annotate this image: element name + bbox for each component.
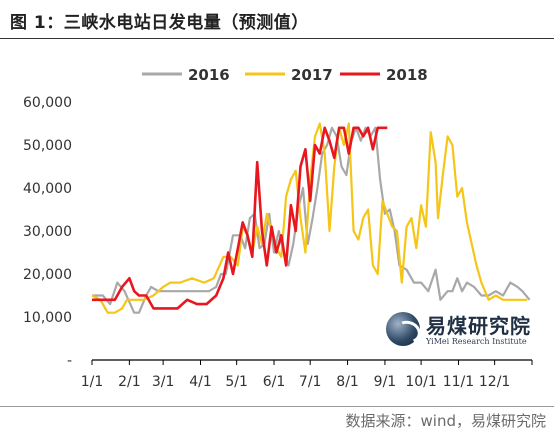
y-tick-label: 50,000 (23, 138, 72, 154)
x-tick-label: 6/1 (263, 374, 286, 390)
x-tick-label: 1/1 (81, 374, 104, 390)
line-chart: - 10,000 20,000 30,000 40,000 50,000 60,000 1/1… (23, 66, 533, 390)
x-tick-label: 10/1 (405, 374, 436, 390)
logo-name-cn: 易煤研究院 (426, 314, 531, 338)
x-tick-label: 11/1 (443, 374, 474, 390)
logo-name-en: YiMei Research Institute (426, 337, 527, 346)
series-line-2017 (91, 122, 528, 314)
x-tick-label: 2/1 (118, 374, 141, 390)
y-tick-label: 60,000 (23, 95, 72, 111)
x-tick-label: 7/1 (299, 374, 322, 390)
y-tick-label: - (67, 353, 72, 369)
x-tick-label: 12/1 (479, 374, 510, 390)
y-tick-label: 20,000 (23, 267, 72, 283)
legend-label-2017: 2017 (291, 66, 333, 84)
y-tick-label: 30,000 (23, 224, 72, 240)
x-tick-label: 5/1 (225, 374, 248, 390)
title-divider (0, 38, 554, 39)
x-tick-label: 8/1 (336, 374, 359, 390)
y-tick-label: 40,000 (23, 181, 72, 197)
legend-label-2016: 2016 (188, 66, 230, 84)
series-line-2018 (92, 126, 388, 310)
legend-label-2018: 2018 (386, 66, 428, 84)
data-source: 数据来源：wind，易煤研究院 (345, 412, 546, 430)
page-title: 图 1：三峡水电站日发电量（预测值） (10, 13, 309, 33)
footer-divider (0, 406, 554, 407)
yimei-logo: 易煤研究院 YiMei Research Institute (386, 308, 536, 352)
x-tick-label: 3/1 (152, 374, 175, 390)
yimei-logo-icon (386, 312, 420, 346)
series-line-2016 (92, 126, 531, 314)
x-tick-label: 4/1 (189, 374, 212, 390)
y-tick-label: 10,000 (23, 310, 72, 326)
x-tick-label: 9/1 (374, 374, 397, 390)
